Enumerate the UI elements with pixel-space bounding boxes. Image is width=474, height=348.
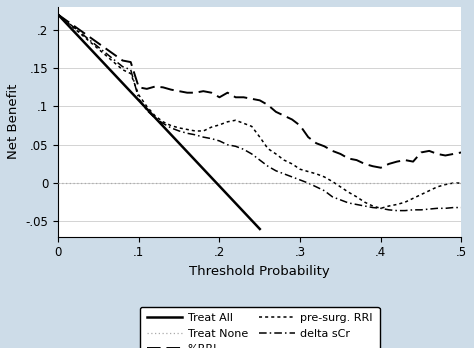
X-axis label: Threshold Probability: Threshold Probability [190, 265, 330, 278]
Y-axis label: Net Benefit: Net Benefit [7, 84, 20, 159]
Legend: Treat All, Treat None, %RRI, pre-surg. RRI, delta sCr: Treat All, Treat None, %RRI, pre-surg. R… [140, 307, 380, 348]
